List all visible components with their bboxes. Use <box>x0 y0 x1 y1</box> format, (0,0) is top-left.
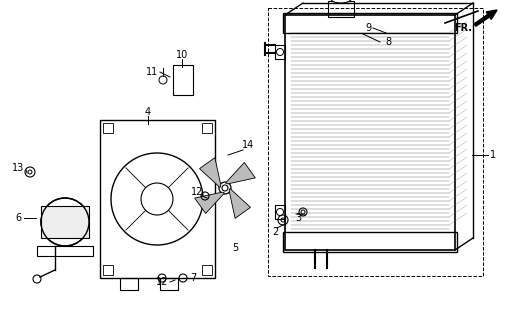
Bar <box>120 278 138 290</box>
Text: 9: 9 <box>365 23 371 33</box>
Text: 10: 10 <box>176 50 188 60</box>
Text: 3: 3 <box>295 213 301 223</box>
Text: 11: 11 <box>146 67 158 77</box>
Text: 13: 13 <box>12 163 24 173</box>
Bar <box>103 123 113 133</box>
Bar <box>100 120 215 278</box>
Bar <box>283 13 457 33</box>
Bar <box>173 65 193 95</box>
Polygon shape <box>195 192 225 213</box>
Text: 7: 7 <box>190 273 196 283</box>
Text: 12: 12 <box>156 277 168 287</box>
Text: 12: 12 <box>191 187 203 197</box>
FancyArrow shape <box>474 10 497 26</box>
Text: FR.: FR. <box>454 23 472 33</box>
Circle shape <box>219 182 231 194</box>
Bar <box>275 205 285 219</box>
Text: 2: 2 <box>272 227 278 237</box>
Text: 14: 14 <box>242 140 254 150</box>
Text: 4: 4 <box>145 107 151 117</box>
Polygon shape <box>229 188 250 218</box>
Bar <box>37 246 93 256</box>
Text: 6: 6 <box>15 213 21 223</box>
Bar <box>202 265 212 275</box>
Polygon shape <box>226 163 255 184</box>
Bar <box>285 15 455 250</box>
Bar <box>268 8 483 276</box>
Text: 5: 5 <box>232 243 238 253</box>
Polygon shape <box>199 158 221 188</box>
Bar <box>275 45 285 59</box>
Bar <box>41 206 89 238</box>
Bar <box>41 206 89 238</box>
Bar <box>103 265 113 275</box>
Bar <box>328 1 354 17</box>
Text: 8: 8 <box>385 37 391 47</box>
Bar <box>160 278 178 290</box>
Bar <box>202 123 212 133</box>
Bar <box>283 232 457 252</box>
Ellipse shape <box>331 0 351 3</box>
Text: 1: 1 <box>490 150 496 160</box>
